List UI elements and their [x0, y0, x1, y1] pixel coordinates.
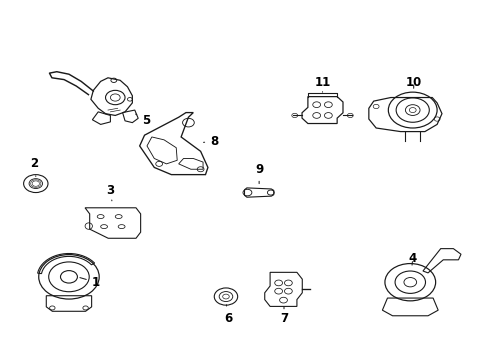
Text: 11: 11 [314, 76, 330, 92]
Text: 9: 9 [254, 163, 263, 184]
Text: 10: 10 [405, 76, 421, 89]
Text: 8: 8 [203, 135, 218, 148]
Text: 4: 4 [408, 252, 416, 265]
Text: 1: 1 [80, 276, 100, 289]
Text: 2: 2 [30, 157, 38, 176]
Text: 3: 3 [106, 184, 114, 201]
Text: 6: 6 [224, 305, 232, 325]
Text: 5: 5 [135, 114, 150, 127]
Text: 7: 7 [279, 307, 287, 325]
